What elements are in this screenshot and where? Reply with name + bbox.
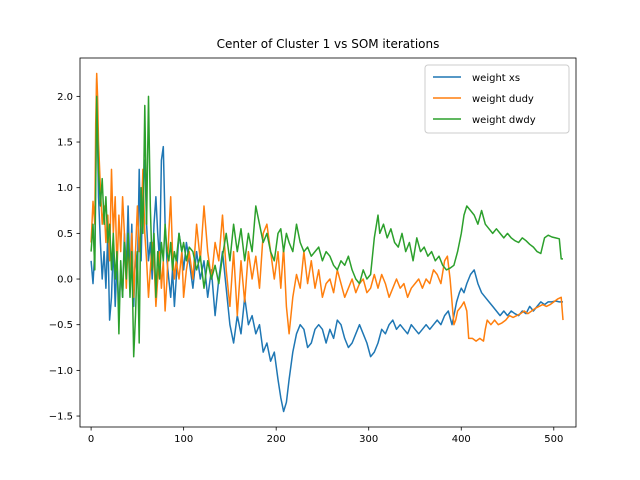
legend-label-1: weight xs bbox=[472, 73, 520, 84]
y-tick-label: 0.5 bbox=[57, 229, 73, 240]
x-tick-label: 500 bbox=[544, 434, 563, 445]
series-line-3 bbox=[90, 95, 563, 358]
x-tick-label: 300 bbox=[359, 434, 378, 445]
legend-box bbox=[424, 64, 570, 134]
y-tick-label: −1.5 bbox=[49, 412, 73, 423]
y-tick-label: −1.0 bbox=[49, 366, 73, 377]
x-tick-label: 100 bbox=[174, 434, 193, 445]
series-line-2 bbox=[90, 72, 564, 342]
chart-title: Center of Cluster 1 vs SOM iterations bbox=[217, 37, 440, 51]
x-tick-label: 0 bbox=[88, 434, 94, 445]
x-tick-label: 200 bbox=[267, 434, 286, 445]
legend-label-2: weight dudy bbox=[472, 94, 534, 105]
plot-frame bbox=[79, 57, 577, 428]
axes: 0 100 200 300 400 500 −1.5 −1.0 −0.5 0.0 0.5 1.0 1.5… bbox=[49, 57, 577, 445]
y-tick-label: 0.0 bbox=[57, 275, 73, 286]
y-tick-label: 2.0 bbox=[57, 92, 73, 103]
y-tick-label: −0.5 bbox=[49, 320, 73, 331]
y-tick-label: 1.5 bbox=[57, 138, 73, 149]
x-tick-label: 400 bbox=[452, 434, 471, 445]
legend-label-3: weight dwdy bbox=[472, 115, 536, 126]
y-tick-label: 1.0 bbox=[57, 183, 73, 194]
legend: weight xs weight dudy weight dwdy bbox=[424, 64, 570, 134]
